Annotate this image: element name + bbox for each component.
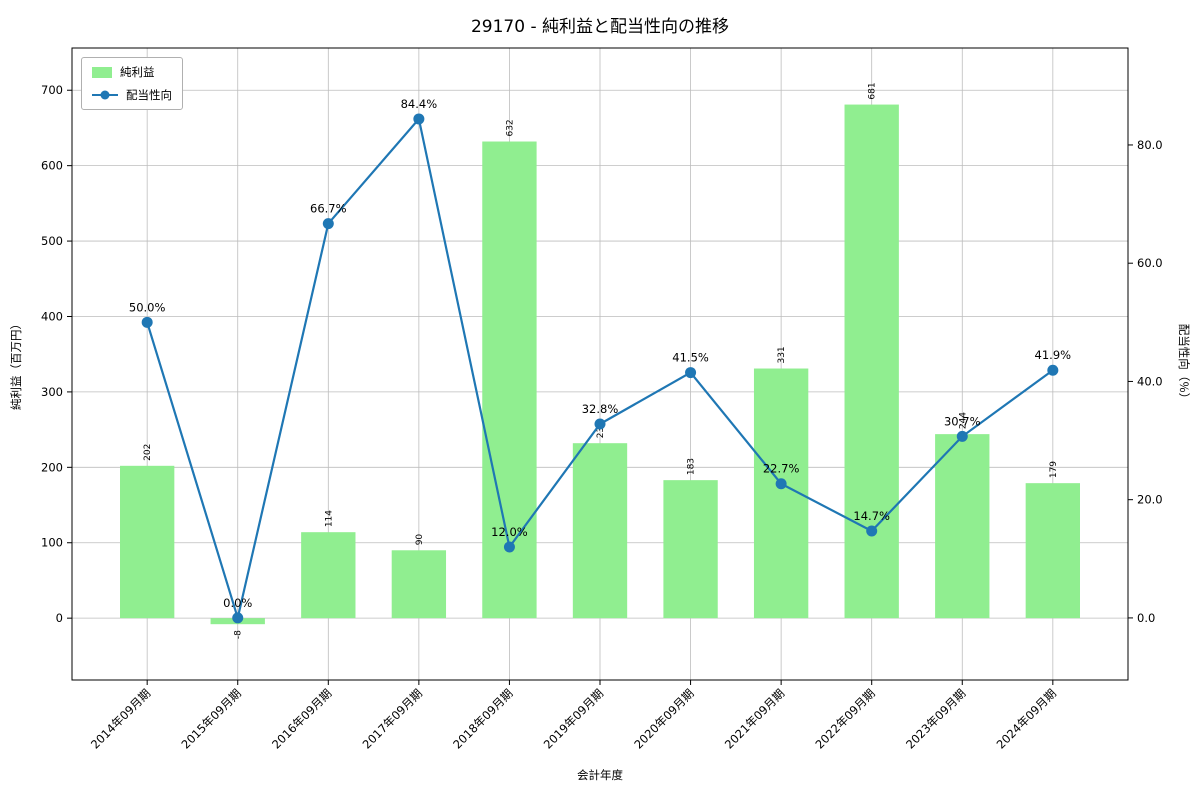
payout-ratio-marker [503,541,515,553]
bar-value-label: 183 [687,458,697,475]
payout-ratio-marker [413,113,425,125]
payout-ratio-marker [956,430,968,442]
x-tick-label: 2024年09月期 [994,686,1059,751]
y-left-tick-label: 500 [41,234,63,248]
payout-ratio-marker [594,418,606,430]
net-income-bar [391,550,447,619]
payout-ratio-marker [866,525,878,537]
chart-title: 29170 - 純利益と配当性向の推移 [470,17,730,37]
x-tick-label: 2015年09月期 [179,686,244,751]
y-left-axis-label: 純利益（百万円） [9,318,23,410]
payout-ratio-label: 66.7% [310,202,347,216]
x-tick-label: 2016年09月期 [269,686,334,751]
x-tick-label: 2022年09月期 [812,686,877,751]
payout-ratio-label: 41.9% [1035,348,1072,362]
line-series-swatch [92,90,118,100]
legend-item-payout-ratio: 配当性向 [92,87,172,103]
payout-ratio-label: 22.7% [763,462,800,476]
y-right-tick-label: 0.0 [1137,611,1155,625]
line-marker-swatch [100,90,110,100]
payout-ratio-label: 84.4% [401,97,438,111]
legend-bar-label: 純利益 [120,65,155,79]
net-income-bar [482,141,537,619]
y-right-tick-label: 80.0 [1137,138,1163,152]
x-axis-label: 会計年度 [577,768,623,782]
bar-series-swatch [92,66,112,78]
x-tick-label: 2017年09月期 [360,686,425,751]
y-left-tick-label: 200 [41,460,63,474]
y-left-tick-label: 0 [56,611,63,625]
net-income-bar [663,480,718,619]
legend-item-net-income: 純利益 [92,64,172,80]
legend-line-label: 配当性向 [126,88,172,102]
bar-value-label: 632 [505,119,515,136]
net-income-bar [120,465,175,619]
net-income-bar [935,434,990,619]
y-left-tick-label: 100 [41,536,63,550]
payout-ratio-label: 0.0% [223,596,252,610]
bar-value-label: 681 [868,82,878,99]
bar-value-label: 331 [777,346,787,363]
payout-ratio-marker [775,478,787,490]
bar-value-label: 90 [415,534,425,546]
x-tick-label: 2019年09月期 [541,686,606,751]
payout-ratio-marker [232,612,244,624]
x-tick-label: 2014年09月期 [88,686,153,751]
payout-ratio-label: 30.7% [944,414,981,428]
net-income-bar [301,532,356,619]
bar-value-label: 244 [958,412,968,429]
net-income-bar [1025,483,1080,619]
x-tick-label: 2020年09月期 [631,686,696,751]
y-left-tick-label: 300 [41,385,63,399]
y-right-axis-label: 配当性向（％） [1177,324,1191,405]
payout-ratio-marker [141,316,153,328]
net-income-bar [572,443,628,619]
bar-value-label: -8 [234,630,244,639]
payout-ratio-marker [1047,364,1059,376]
payout-ratio-label: 12.0% [491,525,528,539]
y-left-tick-label: 400 [41,309,63,323]
legend: 純利益 配当性向 [81,57,183,110]
x-tick-label: 2021年09月期 [722,686,787,751]
y-right-tick-label: 60.0 [1137,256,1163,270]
y-right-tick-label: 40.0 [1137,374,1163,388]
payout-ratio-label: 50.0% [129,300,166,314]
payout-ratio-marker [685,367,697,379]
y-right-tick-label: 20.0 [1137,493,1163,507]
y-left-tick-label: 600 [41,159,63,173]
payout-ratio-label: 14.7% [853,509,890,523]
payout-ratio-marker [322,218,334,230]
x-tick-label: 2018年09月期 [450,686,515,751]
bar-value-label: 232 [596,421,606,438]
payout-ratio-label: 32.8% [582,402,619,416]
bar-value-label: 114 [324,510,334,527]
net-income-bar [844,104,899,619]
bar-value-label: 202 [143,444,153,461]
x-tick-label: 2023年09月期 [903,686,968,751]
y-left-tick-label: 700 [41,83,63,97]
bar-value-label: 179 [1049,461,1059,478]
payout-ratio-label: 41.5% [672,351,709,365]
